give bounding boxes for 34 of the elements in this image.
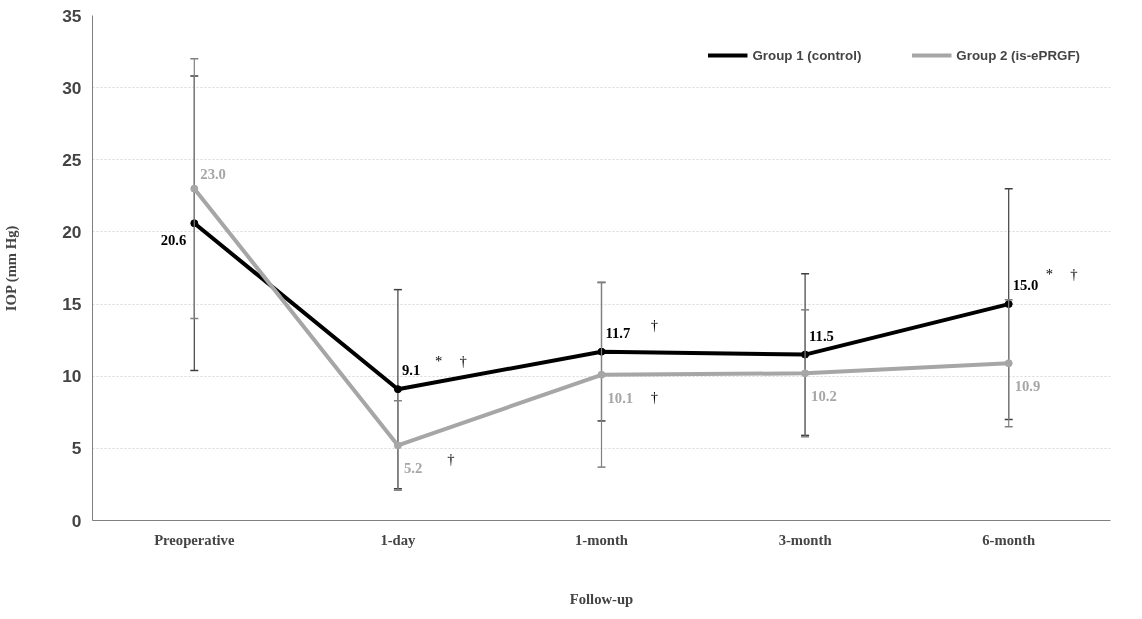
data-label: 11.7 (605, 324, 631, 341)
data-label: 23.0 (200, 165, 226, 182)
y-tick-label: 25 (62, 149, 82, 170)
data-label: 5.2 (403, 460, 423, 477)
y-tick-label: 0 (71, 510, 82, 531)
data-label: 15.0 (1012, 277, 1039, 294)
data-label: 11.5 (809, 327, 834, 344)
data-label: 20.6 (160, 232, 187, 249)
y-tick-label: 35 (62, 5, 82, 26)
x-tick-label: 1-day (380, 531, 417, 548)
y-tick-label: 20 (62, 221, 82, 242)
y-tick-label: 10 (62, 366, 82, 387)
annotation: * (434, 353, 443, 369)
legend-label: Group 2 (is-ePRGF) (956, 47, 1080, 63)
data-label: 9.1 (401, 362, 421, 379)
annotation: † (459, 353, 467, 369)
annotation: * (1045, 266, 1054, 283)
y-tick-label: 15 (62, 294, 82, 315)
y-axis-title: IOP (mm Hg) (3, 225, 21, 312)
data-label: 10.1 (607, 389, 634, 406)
legend-label: Group 1 (control) (752, 47, 862, 63)
x-axis-title: Follow-up (569, 590, 634, 607)
x-tick-label: 1-month (575, 531, 628, 548)
x-tick-label: Preoperative (154, 531, 235, 548)
x-tick-label: 3-month (778, 531, 832, 548)
annotation: † (1070, 266, 1078, 283)
y-tick-label: 30 (62, 77, 82, 98)
data-label: 10.9 (1014, 378, 1041, 395)
x-tick-label: 6-month (982, 531, 1036, 548)
data-label: 10.2 (811, 388, 837, 405)
annotation: † (650, 389, 659, 406)
annotation: † (650, 316, 659, 333)
annotation: † (447, 451, 455, 468)
y-tick-label: 5 (71, 438, 82, 459)
